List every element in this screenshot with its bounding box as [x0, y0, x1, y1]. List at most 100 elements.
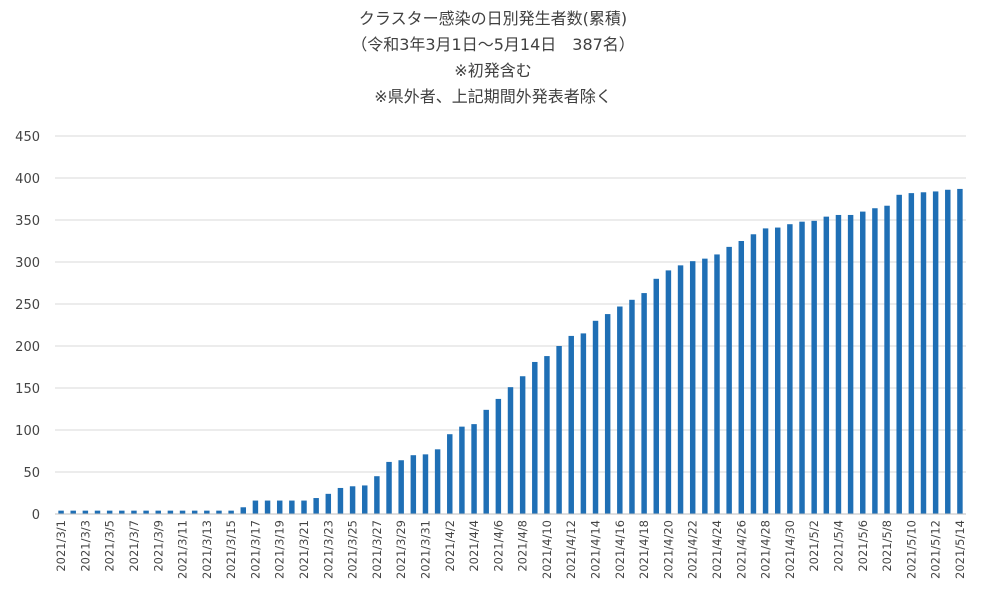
bar	[714, 254, 720, 514]
bar	[532, 361, 538, 514]
y-tick-label: 150	[15, 382, 40, 397]
bar	[750, 234, 757, 514]
bar	[495, 398, 502, 514]
bar	[544, 356, 550, 514]
x-tick-label: 2021/3/31	[418, 520, 432, 579]
bar	[374, 476, 380, 514]
bar	[216, 510, 222, 514]
chart-subtitle-note-2: ※県外者、上記期間外発表者除く	[374, 87, 612, 106]
bar	[726, 246, 732, 514]
x-tick-label: 2021/3/19	[273, 520, 287, 579]
y-tick-label: 350	[15, 214, 40, 229]
chart-title-block: クラスター感染の日別発生者数(累積) （令和3年3月1日～5月14日 387名）…	[0, 6, 986, 110]
y-tick-label: 100	[15, 424, 40, 439]
x-tick-label: 2021/4/24	[710, 520, 724, 579]
bar	[945, 189, 951, 514]
bar	[519, 376, 526, 514]
bar	[82, 510, 89, 514]
x-tick-label: 2021/4/4	[467, 520, 481, 572]
x-tick-label: 2021/3/27	[370, 520, 384, 579]
x-tick-label: 2021/4/26	[734, 520, 748, 579]
chart-subtitle-period: （令和3年3月1日～5月14日 387名）	[351, 35, 635, 54]
bar	[835, 214, 842, 514]
bar	[823, 216, 830, 514]
bar	[325, 493, 332, 514]
bar	[641, 293, 647, 514]
bar	[131, 510, 137, 514]
x-tick-label: 2021/3/13	[200, 520, 214, 579]
bar	[349, 486, 356, 514]
bar	[920, 192, 927, 514]
y-tick-label: 400	[15, 172, 40, 187]
x-tick-label: 2021/4/2	[443, 520, 457, 572]
bar	[252, 500, 259, 514]
x-tick-label: 2021/4/8	[516, 520, 530, 572]
bar	[313, 498, 319, 514]
bar	[276, 500, 283, 514]
bar	[617, 306, 623, 514]
bar	[787, 224, 793, 514]
bar	[653, 278, 659, 514]
y-tick-label: 200	[15, 340, 40, 355]
bar	[301, 500, 307, 514]
bar	[568, 335, 574, 514]
bar	[932, 191, 939, 514]
x-tick-label: 2021/3/17	[248, 520, 262, 579]
bar	[908, 193, 915, 514]
bar	[264, 500, 271, 514]
bar	[556, 346, 562, 514]
x-tick-label: 2021/3/7	[127, 520, 141, 572]
bar	[204, 510, 210, 514]
bar	[507, 387, 514, 514]
bar	[167, 510, 174, 514]
bar	[119, 510, 125, 514]
x-tick-label: 2021/5/8	[880, 520, 894, 572]
bars	[58, 188, 963, 515]
bar	[289, 500, 295, 514]
x-tick-label: 2021/5/4	[831, 520, 845, 572]
x-tick-label: 2021/3/11	[176, 520, 190, 579]
x-tick-label: 2021/4/10	[540, 520, 554, 579]
bar	[872, 208, 878, 515]
y-tick-label: 300	[15, 256, 40, 271]
x-tick-label: 2021/3/29	[394, 520, 408, 579]
x-tick-label: 2021/5/10	[904, 520, 918, 579]
bar	[398, 460, 404, 514]
x-tick-label: 2021/3/3	[78, 520, 92, 572]
bar	[459, 426, 465, 514]
bar	[702, 258, 708, 514]
bar	[70, 510, 76, 514]
bar	[94, 510, 101, 514]
bar	[240, 507, 247, 514]
bar	[847, 214, 854, 514]
bar	[629, 299, 635, 514]
x-tick-label: 2021/5/2	[807, 520, 821, 572]
x-tick-label: 2021/5/12	[929, 520, 943, 579]
x-tick-label: 2021/3/1	[54, 520, 68, 572]
bar	[774, 227, 781, 514]
x-tick-label: 2021/4/14	[589, 520, 603, 579]
bar	[191, 510, 198, 514]
x-tick-label: 2021/4/12	[564, 520, 578, 579]
bar	[337, 487, 344, 514]
bar	[362, 485, 368, 514]
x-tick-label: 2021/3/21	[297, 520, 311, 579]
x-tick-label: 2021/4/18	[637, 520, 651, 579]
bar	[179, 510, 186, 514]
x-tick-label: 2021/4/22	[686, 520, 700, 579]
x-tick-label: 2021/3/5	[103, 520, 117, 572]
bar	[799, 221, 805, 514]
bar	[592, 320, 599, 514]
bar	[143, 510, 149, 514]
x-tick-label: 2021/5/14	[953, 520, 967, 579]
x-axis-ticks: 2021/3/1 2021/3/3 2021/3/5 2021/3/7 2021/3/9…	[54, 520, 967, 579]
x-tick-label: 2021/4/16	[613, 520, 627, 579]
bar	[738, 241, 745, 514]
y-tick-label: 250	[15, 298, 40, 313]
bar	[677, 265, 684, 514]
bar	[422, 454, 429, 514]
y-axis-ticks: 0 50 100 150 200 250 300 350 400 450	[15, 130, 40, 523]
x-tick-label: 2021/3/25	[346, 520, 360, 579]
bar	[58, 510, 64, 514]
bar	[811, 220, 817, 514]
